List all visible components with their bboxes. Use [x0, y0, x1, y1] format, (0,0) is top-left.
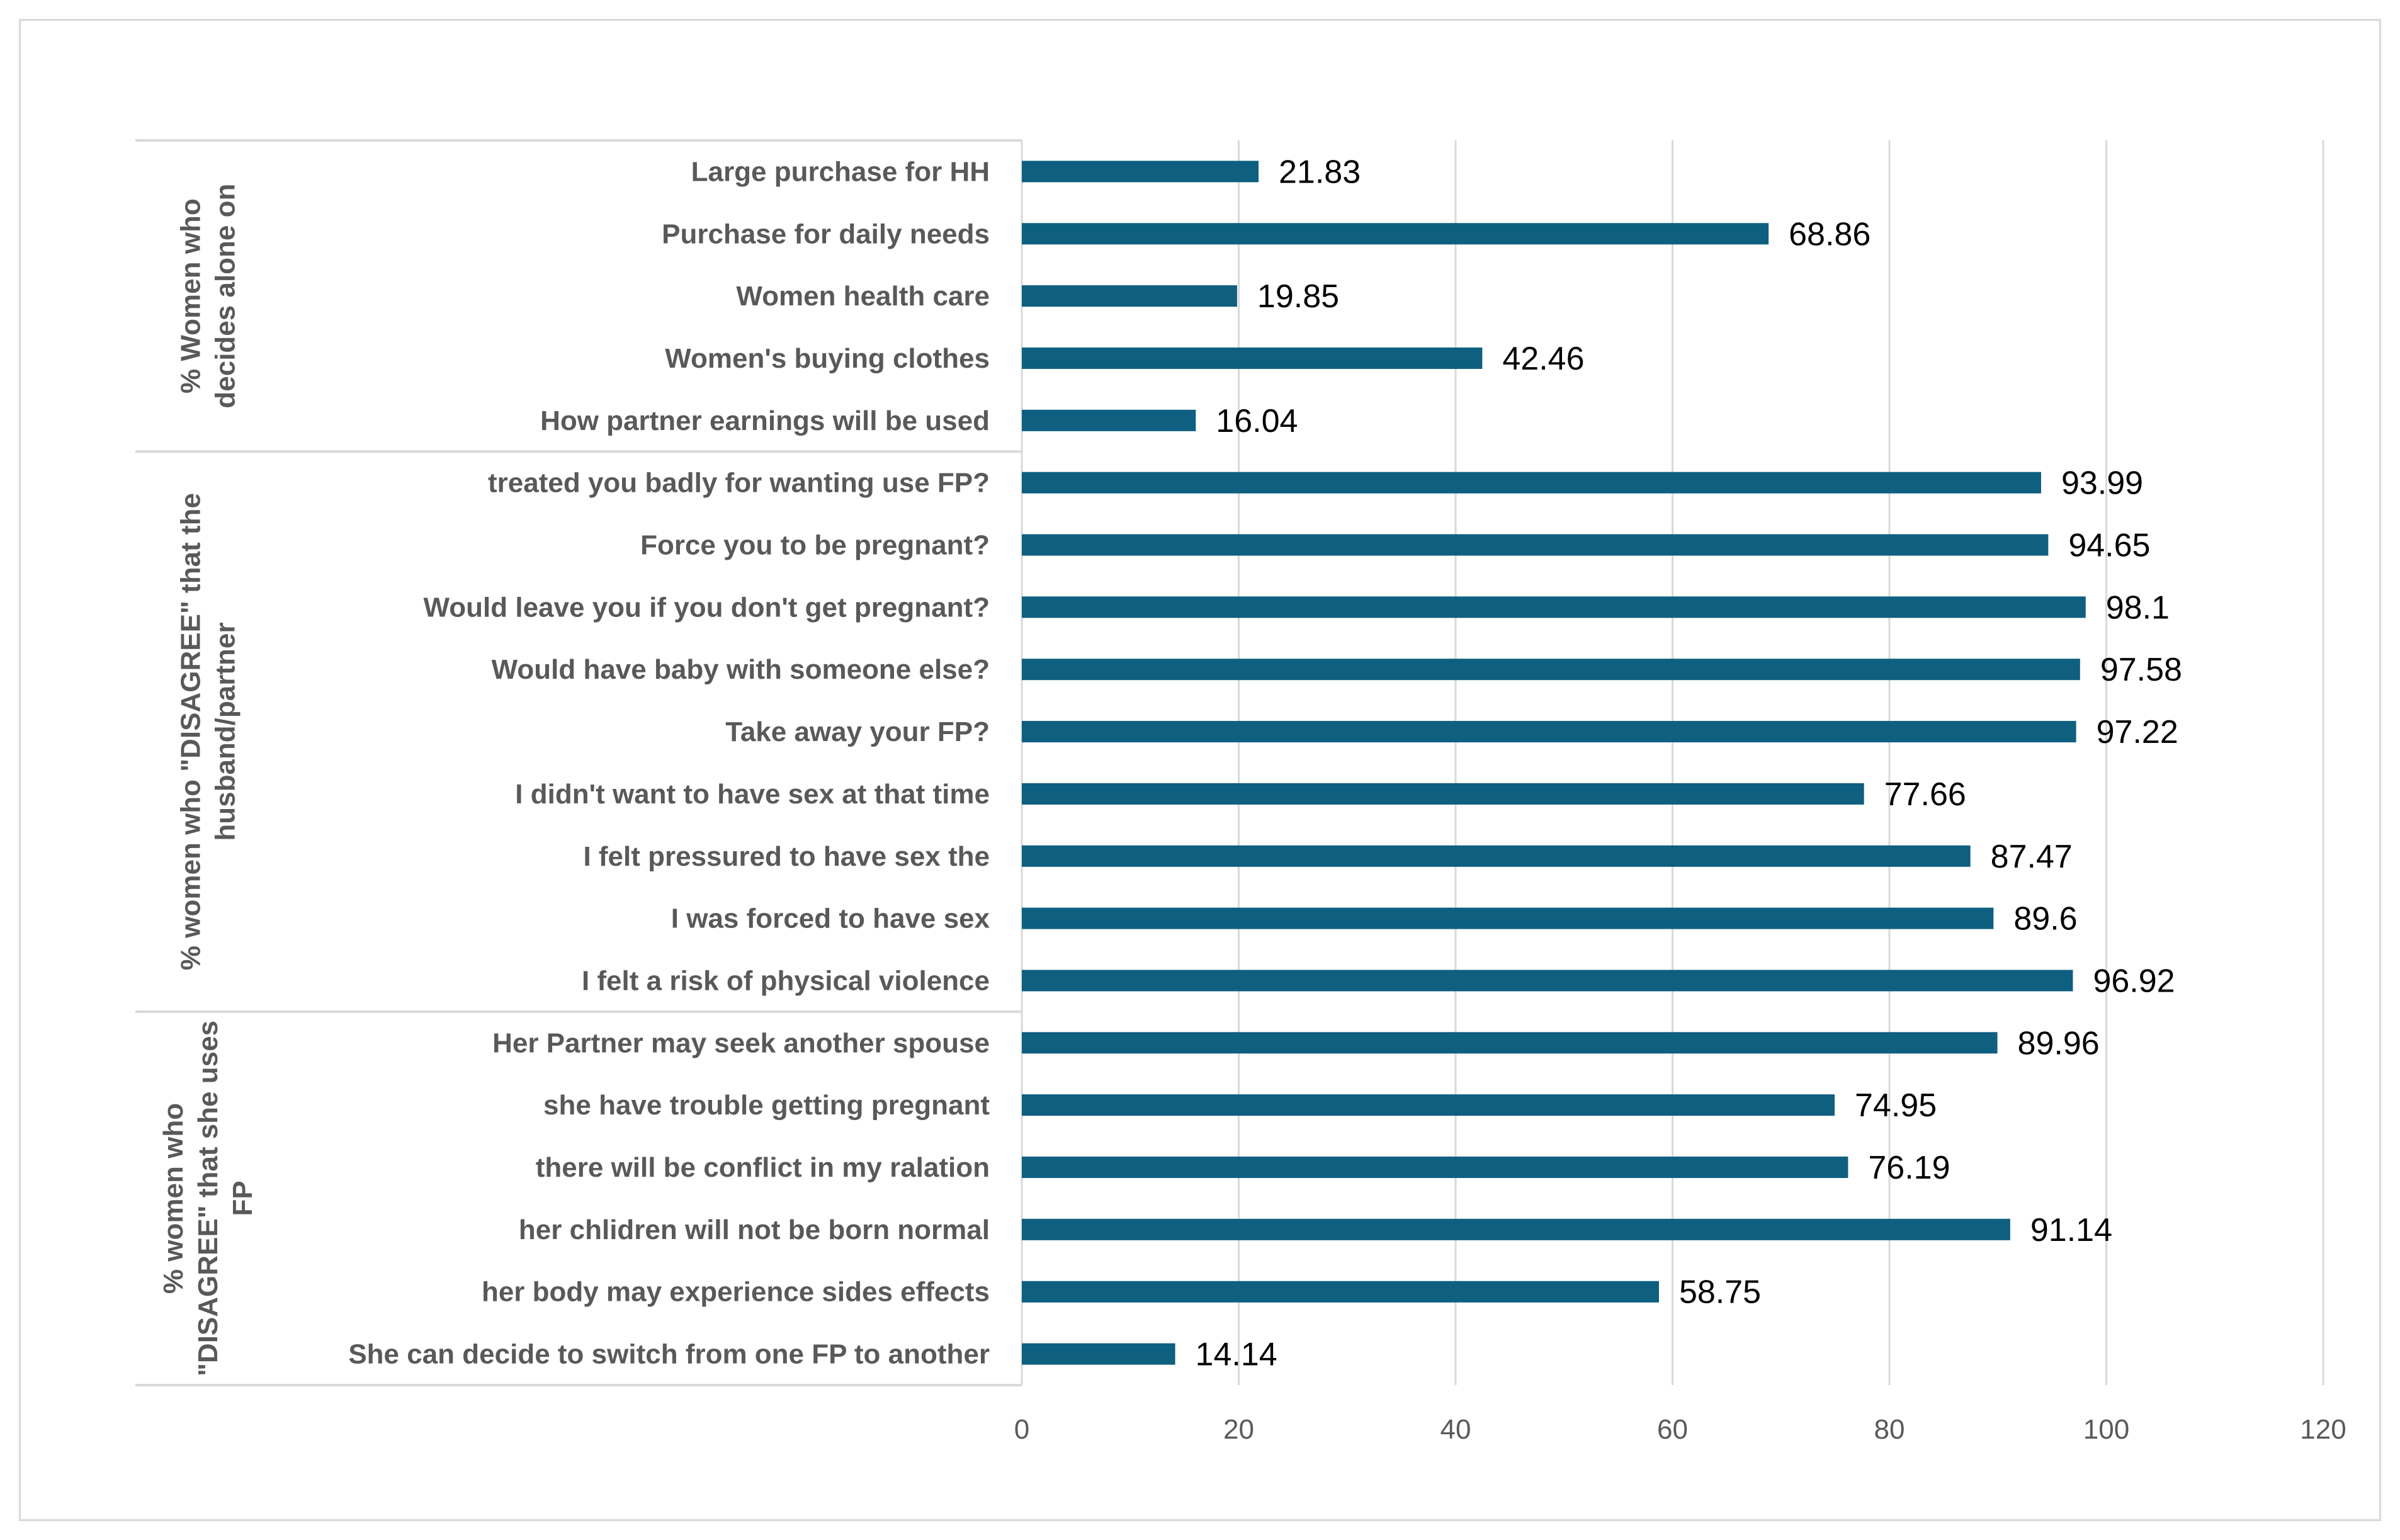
group-label-line: husband/partner [210, 622, 241, 841]
data-label: 14.14 [1196, 1337, 1277, 1373]
bar [1022, 409, 1196, 431]
bar [1022, 1218, 2010, 1240]
category-label: her chlidren will not be born normal [519, 1214, 990, 1245]
bar [1022, 1032, 1998, 1054]
x-tick-label: 40 [1441, 1414, 1471, 1445]
data-label: 77.66 [1884, 776, 1966, 813]
category-label: I felt a risk of physical violence [582, 965, 990, 996]
category-label: I was forced to have sex [671, 903, 990, 934]
data-label: 98.1 [2106, 589, 2170, 626]
data-label: 97.58 [2100, 652, 2182, 688]
data-label: 68.86 [1789, 216, 1871, 252]
bar [1022, 783, 1864, 805]
category-label: Large purchase for HH [691, 156, 990, 187]
data-label: 96.92 [2093, 963, 2175, 999]
x-tick-label: 20 [1223, 1414, 1254, 1445]
data-label: 93.99 [2061, 465, 2143, 502]
group-label-line: "DISAGREE" that she uses [193, 1021, 224, 1376]
data-label: 76.19 [1868, 1150, 1950, 1186]
bar [1022, 970, 2073, 992]
bar [1022, 1281, 1659, 1303]
x-tick-label: 60 [1657, 1414, 1688, 1445]
data-label: 16.04 [1216, 403, 1298, 439]
category-label: I felt pressured to have sex the [583, 841, 990, 872]
category-label: How partner earnings will be used [540, 405, 990, 436]
bar [1022, 721, 2076, 743]
data-label: 42.46 [1502, 341, 1584, 377]
x-tick-label: 80 [1874, 1414, 1905, 1445]
bar [1022, 845, 1971, 867]
category-label: Her Partner may seek another spouse [492, 1028, 990, 1058]
bar [1022, 1157, 1848, 1179]
data-label: 87.47 [1991, 839, 2073, 875]
group-label: % women who "DISAGREE" that she uses FP [158, 1021, 258, 1376]
chart-frame [19, 19, 2381, 1521]
category-label: Women's buying clothes [665, 343, 990, 374]
category-label: she have trouble getting pregnant [543, 1090, 990, 1121]
data-label: 91.14 [2030, 1212, 2112, 1248]
group-label-line: % women who [158, 1103, 189, 1294]
bar [1022, 907, 1994, 929]
bar [1022, 161, 1259, 183]
category-label: Force you to be pregnant? [640, 530, 990, 561]
bar [1022, 596, 2086, 618]
x-tick-label: 0 [1014, 1414, 1029, 1445]
group-label-line: FP [227, 1180, 258, 1216]
category-label: treated you badly for wanting use FP? [488, 468, 990, 499]
category-label: there will be conflict in my ralation [536, 1152, 990, 1183]
category-label: Women health care [736, 281, 990, 312]
bar [1022, 347, 1483, 369]
bar [1022, 223, 1769, 245]
category-label: Take away your FP? [725, 716, 990, 747]
bar [1022, 472, 2041, 494]
bar [1022, 659, 2080, 681]
bar [1022, 1343, 1175, 1365]
category-label: I didn't want to have sex at that time [515, 779, 990, 810]
data-label: 97.22 [2097, 714, 2178, 750]
category-label: Would have baby with someone else? [492, 654, 990, 685]
x-tick-label: 120 [2300, 1414, 2346, 1445]
data-label: 89.6 [2013, 901, 2077, 937]
category-label: her body may experience sides effects [482, 1277, 990, 1308]
data-label: 74.95 [1855, 1087, 1937, 1124]
data-label: 94.65 [2068, 528, 2150, 564]
data-label: 58.75 [1679, 1274, 1761, 1311]
category-label: Purchase for daily needs [662, 218, 990, 249]
group-label-line: % Women who [176, 198, 207, 393]
data-label: 89.96 [2018, 1025, 2100, 1062]
group-label-line: % women who "DISAGREE" that the [176, 493, 207, 970]
category-label: She can decide to switch from one FP to … [348, 1339, 990, 1370]
bar [1022, 285, 1237, 307]
x-tick-label: 100 [2083, 1414, 2129, 1445]
group-label: % women who "DISAGREE" that the husband/p… [176, 493, 241, 970]
data-label: 21.83 [1279, 154, 1361, 190]
category-label: Would leave you if you don't get pregnan… [424, 592, 990, 623]
bar [1022, 1094, 1835, 1116]
group-label-line: decides alone on [210, 184, 241, 409]
bar [1022, 534, 2049, 556]
group-label: % Women who decides alone on [176, 184, 241, 409]
data-label: 19.85 [1257, 278, 1339, 315]
